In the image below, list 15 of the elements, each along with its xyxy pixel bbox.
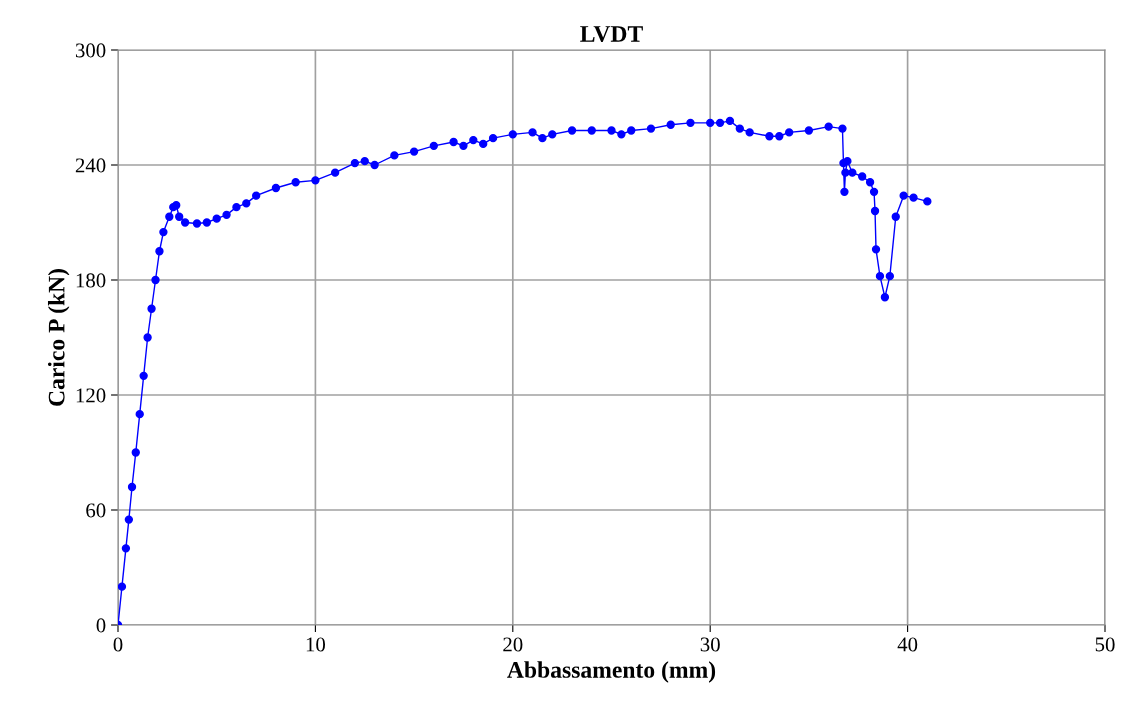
y-tick-label: 60 [86,503,106,518]
x-tick-label: 30 [700,637,720,652]
chart-title: LVDT [580,26,643,43]
x-tick-label: 50 [1095,637,1115,652]
y-tick-label: 300 [75,43,106,58]
x-tick-label: 10 [306,637,326,652]
x-tick-label: 0 [113,637,123,652]
x-axis-title: Abbassamento (mm) [507,661,716,683]
x-tick-label: 20 [503,637,523,652]
x-tick-label: 40 [897,637,918,652]
y-tick-label: 180 [76,273,106,288]
y-tick-label: 120 [76,388,106,403]
y-tick-label: 0 [96,618,106,633]
y-tick-label: 240 [75,158,106,173]
y-axis-title: Carico P (kN) [47,269,70,406]
